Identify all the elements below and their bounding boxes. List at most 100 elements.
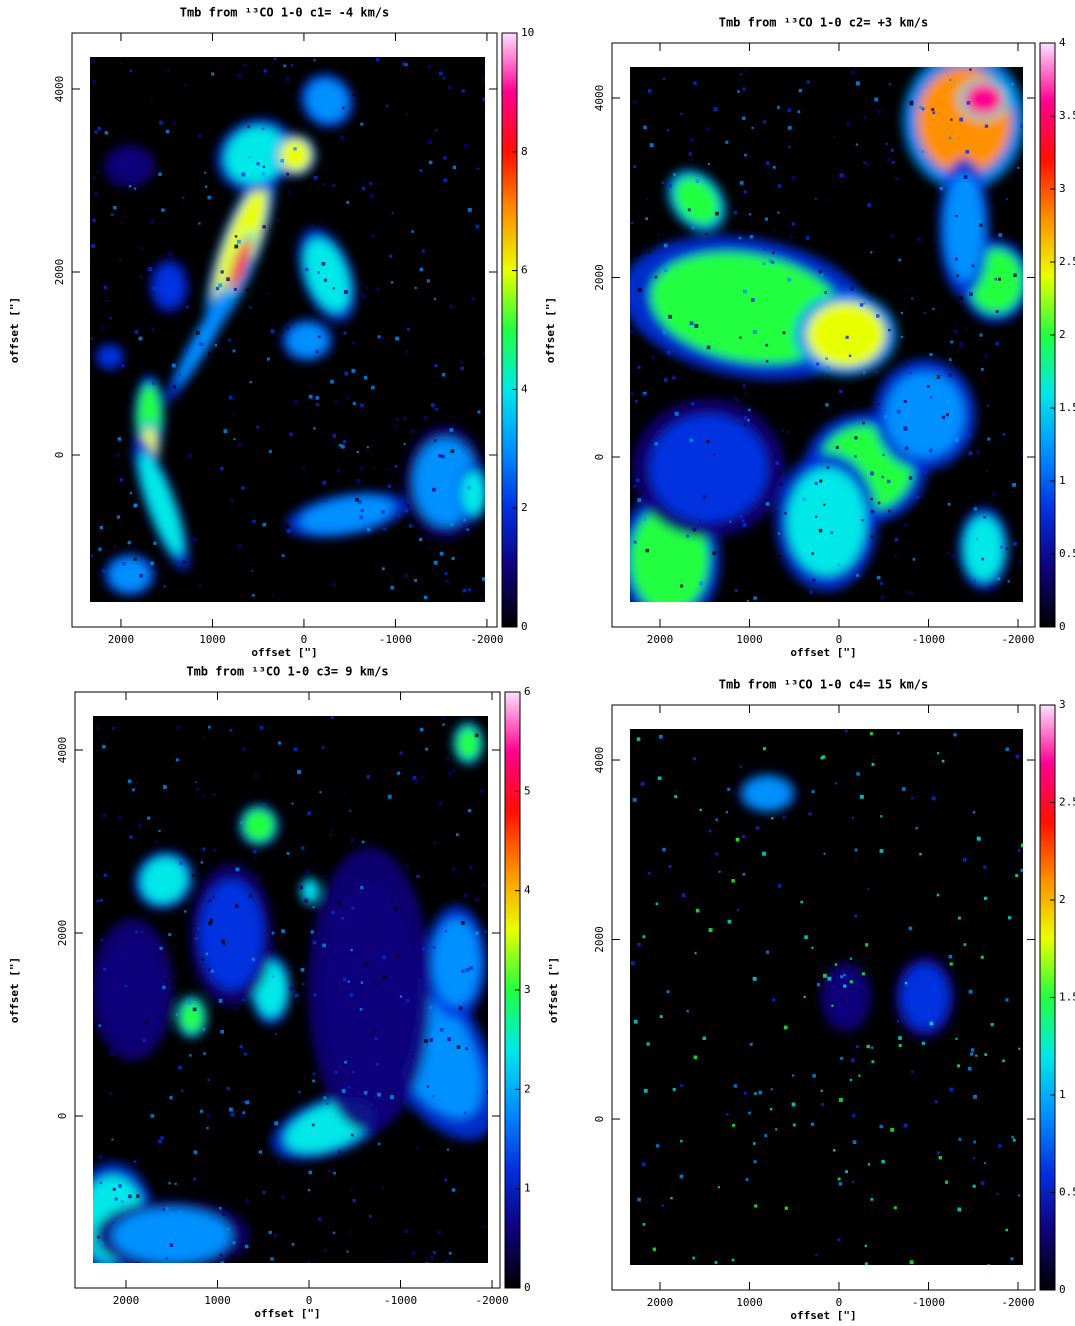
speckle <box>302 983 305 986</box>
speckle <box>206 1114 211 1118</box>
speckle <box>936 1151 940 1155</box>
speckle <box>1022 241 1023 244</box>
speckle <box>964 327 967 330</box>
speckle <box>168 252 173 257</box>
speckle <box>152 380 156 385</box>
speckle <box>332 434 337 438</box>
speckle <box>287 190 291 194</box>
speckle <box>207 1078 210 1081</box>
speckle <box>713 107 718 111</box>
speckle <box>321 261 326 266</box>
speckle <box>898 1044 902 1048</box>
speckle <box>366 942 370 947</box>
speckle <box>229 728 233 732</box>
speckle <box>903 426 908 431</box>
speckle <box>826 466 830 470</box>
speckle <box>350 1230 353 1234</box>
emission <box>787 468 866 576</box>
speckle <box>110 213 114 216</box>
speckle <box>975 537 979 541</box>
speckle <box>741 519 745 523</box>
speckle <box>447 85 452 90</box>
speckle <box>812 578 816 582</box>
speckle <box>308 1170 313 1175</box>
speckle <box>126 1026 129 1029</box>
speckle <box>435 408 439 411</box>
speckle <box>305 267 309 272</box>
speckle <box>100 1241 104 1245</box>
speckle <box>241 172 246 177</box>
speckle <box>786 430 790 434</box>
x-tick-label: 1000 <box>199 633 226 646</box>
speckle <box>320 188 324 192</box>
speckle <box>334 1070 338 1074</box>
speckle <box>467 809 472 813</box>
speckle <box>861 972 865 976</box>
speckle <box>666 990 670 994</box>
speckle <box>406 864 409 868</box>
speckle <box>830 531 834 535</box>
speckle <box>279 180 283 183</box>
speckle <box>635 478 640 483</box>
colorbar-tick-label: 2 <box>1059 328 1066 341</box>
speckle <box>117 815 122 819</box>
speckle <box>465 1047 469 1051</box>
speckle <box>956 274 959 277</box>
speckle <box>448 772 451 775</box>
speckle <box>764 1134 768 1137</box>
speckle <box>1021 174 1023 178</box>
x-axis-label: offset ["] <box>790 1309 856 1322</box>
speckle <box>888 83 892 86</box>
speckle <box>357 734 360 737</box>
speckle <box>642 391 647 396</box>
speckle <box>208 921 213 926</box>
speckle <box>454 445 458 449</box>
emission <box>279 138 312 172</box>
speckle <box>454 1137 457 1140</box>
speckle <box>118 1184 122 1188</box>
speckle <box>752 1142 756 1145</box>
speckle <box>772 998 776 1002</box>
speckle <box>377 335 381 339</box>
speckle <box>243 1100 246 1104</box>
speckle <box>643 125 647 130</box>
speckle <box>1012 482 1017 487</box>
speckle <box>450 522 454 527</box>
speckle <box>336 468 341 473</box>
speckle <box>475 897 479 902</box>
speckle <box>965 149 970 154</box>
speckle <box>452 855 456 860</box>
x-tick-label: 1000 <box>204 1294 231 1307</box>
speckle <box>973 1140 977 1144</box>
speckle <box>411 230 414 233</box>
speckle <box>410 379 414 383</box>
speckle <box>903 1123 908 1128</box>
speckle <box>304 898 309 903</box>
speckle <box>197 409 201 412</box>
speckle <box>293 747 298 752</box>
speckle <box>983 503 986 506</box>
speckle <box>950 118 953 121</box>
speckle <box>445 1260 450 1263</box>
speckle <box>214 1021 219 1026</box>
speckle <box>428 546 431 549</box>
speckle <box>352 1070 355 1074</box>
speckle <box>742 872 746 876</box>
speckle <box>342 439 347 444</box>
speckle <box>696 520 701 524</box>
speckle <box>1014 185 1019 189</box>
colorbar-tick-label: 4 <box>524 884 531 897</box>
speckle <box>202 1027 206 1031</box>
speckle <box>905 364 908 368</box>
speckle <box>947 502 951 506</box>
speckle <box>900 311 903 315</box>
speckle <box>212 792 216 797</box>
speckle <box>334 361 338 366</box>
speckle <box>797 110 801 114</box>
speckle <box>838 1182 843 1186</box>
speckle <box>672 1087 676 1091</box>
speckle <box>338 1029 342 1034</box>
speckle <box>227 1227 230 1231</box>
speckle <box>693 1055 698 1060</box>
speckle <box>419 169 423 173</box>
